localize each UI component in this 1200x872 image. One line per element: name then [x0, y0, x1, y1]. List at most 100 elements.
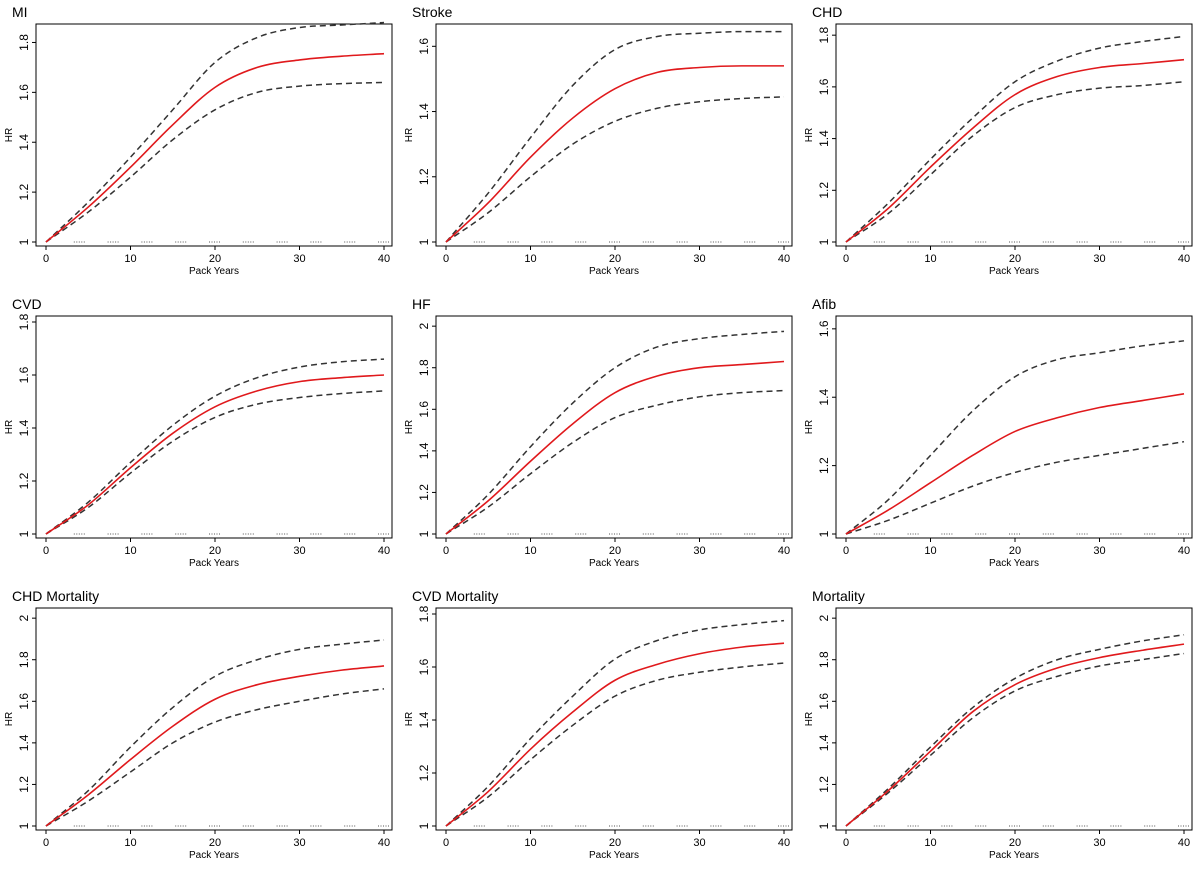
y-tick-label: 1.4	[417, 442, 431, 459]
series-lower-95-ci	[845, 440, 1185, 535]
y-tick-label: 1.2	[17, 776, 31, 793]
series-hr	[445, 65, 784, 243]
panel-mi: MI 1 1.2 1.4 1.6 1.8 0 10 20 30 40 Pack Years HR	[0, 0, 400, 288]
series-hr	[845, 643, 1185, 827]
x-axis-label: Pack Years	[589, 850, 639, 861]
x-tick-label: 10	[524, 253, 536, 265]
series-upper-95-ci	[845, 35, 1185, 243]
y-axis-label: HR	[804, 128, 815, 142]
series-lower-95-ci	[445, 389, 785, 535]
x-tick-label: 20	[1009, 545, 1021, 557]
chart-mi: MI 1 1.2 1.4 1.6 1.8 0 10 20 30 40 Pack Years HR	[4, 4, 393, 277]
y-tick-label: 1.2	[417, 484, 431, 501]
chart-title: Mortality	[812, 588, 865, 604]
x-tick-label: 20	[209, 837, 221, 849]
x-tick-label: 20	[609, 253, 621, 265]
y-axis-label: HR	[404, 712, 415, 726]
x-axis-label: Pack Years	[189, 266, 239, 277]
chart-stroke: Stroke 1 1.2 1.4 1.6 0 10 20 30 40 Pack Years HR	[404, 4, 793, 277]
x-tick-label: 0	[443, 545, 449, 557]
y-tick-label: 1	[417, 530, 431, 537]
x-tick-label: 40	[1178, 837, 1190, 849]
chart-title: Afib	[812, 296, 836, 312]
plot-frame	[435, 315, 793, 539]
x-tick-label: 30	[293, 545, 305, 557]
series-upper-95-ci	[445, 30, 784, 243]
chart-afib: Afib 1 1.2 1.4 1.6 0 10 20 30 40 Pack Years HR	[804, 296, 1193, 569]
x-axis-label: Pack Years	[989, 850, 1039, 861]
x-tick-label: 30	[693, 253, 705, 265]
x-tick-label: 0	[843, 545, 849, 557]
x-tick-label: 40	[378, 837, 390, 849]
chart-cvd-mortality: CVD Mortality 1 1.2 1.4 1.6 1.8 0 10 20 30 40 Pack …	[404, 588, 793, 861]
series-hr	[445, 360, 785, 535]
x-tick-label: 10	[524, 837, 536, 849]
x-tick-label: 10	[524, 545, 536, 557]
series-upper-95-ci	[45, 639, 385, 827]
y-tick-label: 1.2	[817, 776, 831, 793]
y-axis-label: HR	[4, 128, 15, 142]
x-tick-label: 0	[443, 253, 449, 265]
plot-frame	[35, 607, 393, 831]
y-axis-label: HR	[4, 712, 15, 726]
panel-chd-mortality: CHD Mortality 1 1.2 1.4 1.6 1.8 2 0 10 20 30 40 Pack…	[0, 584, 400, 872]
panel-cvd-mortality: CVD Mortality 1 1.2 1.4 1.6 1.8 0 10 20 30 40 Pack …	[400, 584, 800, 872]
series-upper-95-ci	[845, 340, 1185, 535]
y-tick-label: 1	[817, 530, 831, 537]
series-upper-95-ci	[45, 358, 385, 535]
y-tick-label: 2	[17, 615, 31, 622]
x-tick-label: 30	[1093, 545, 1105, 557]
series-hr	[45, 374, 385, 535]
panel-afib: Afib 1 1.2 1.4 1.6 0 10 20 30 40 Pack Years HR	[800, 292, 1200, 580]
y-tick-label: 1.8	[817, 27, 831, 44]
series-upper-95-ci	[845, 634, 1185, 827]
y-tick-label: 1	[17, 530, 31, 537]
panel-hf: HF 1 1.2 1.4 1.6 1.8 2 0 10 20 30 40 Pack Years HR	[400, 292, 800, 580]
x-tick-label: 40	[1178, 545, 1190, 557]
x-tick-label: 20	[609, 545, 621, 557]
y-axis-label: HR	[404, 128, 415, 142]
series-lower-95-ci	[45, 81, 385, 243]
y-tick-label: 1.6	[17, 366, 31, 383]
y-tick-label: 1	[817, 822, 831, 829]
x-tick-label: 10	[924, 837, 936, 849]
chart-title: CHD Mortality	[12, 588, 99, 604]
x-tick-label: 40	[778, 837, 790, 849]
y-tick-label: 1.4	[417, 711, 431, 728]
y-tick-label: 1.6	[17, 84, 31, 101]
y-tick-label: 1.2	[417, 764, 431, 781]
y-tick-label: 1.6	[417, 38, 431, 55]
y-tick-label: 1.6	[417, 658, 431, 675]
x-tick-label: 0	[43, 545, 49, 557]
y-tick-label: 1	[417, 238, 431, 245]
y-tick-label: 1.6	[417, 401, 431, 418]
x-tick-label: 40	[378, 253, 390, 265]
x-tick-label: 20	[209, 253, 221, 265]
series-lower-95-ci	[445, 96, 785, 243]
y-tick-label: 1.8	[417, 605, 431, 622]
y-tick-label: 1.6	[817, 320, 831, 337]
x-axis-label: Pack Years	[589, 266, 639, 277]
x-axis-label: Pack Years	[189, 558, 239, 569]
chart-title: Stroke	[412, 4, 453, 20]
x-tick-label: 0	[843, 253, 849, 265]
y-tick-label: 1.2	[417, 168, 431, 185]
series-upper-95-ci	[445, 330, 785, 535]
series-hr	[45, 665, 385, 827]
series-upper-95-ci	[445, 619, 785, 827]
y-tick-label: 1.8	[417, 359, 431, 376]
x-tick-label: 20	[1009, 837, 1021, 849]
x-tick-label: 30	[1093, 253, 1105, 265]
series-hr	[845, 393, 1185, 535]
x-tick-label: 10	[124, 253, 136, 265]
y-tick-label: 1.8	[817, 651, 831, 668]
x-tick-label: 10	[124, 837, 136, 849]
series-lower-95-ci	[45, 390, 385, 535]
x-tick-label: 20	[1009, 253, 1021, 265]
series-hr	[445, 642, 785, 827]
y-tick-label: 1.4	[417, 103, 431, 120]
chart-title: MI	[12, 4, 28, 20]
x-tick-label: 0	[43, 253, 49, 265]
